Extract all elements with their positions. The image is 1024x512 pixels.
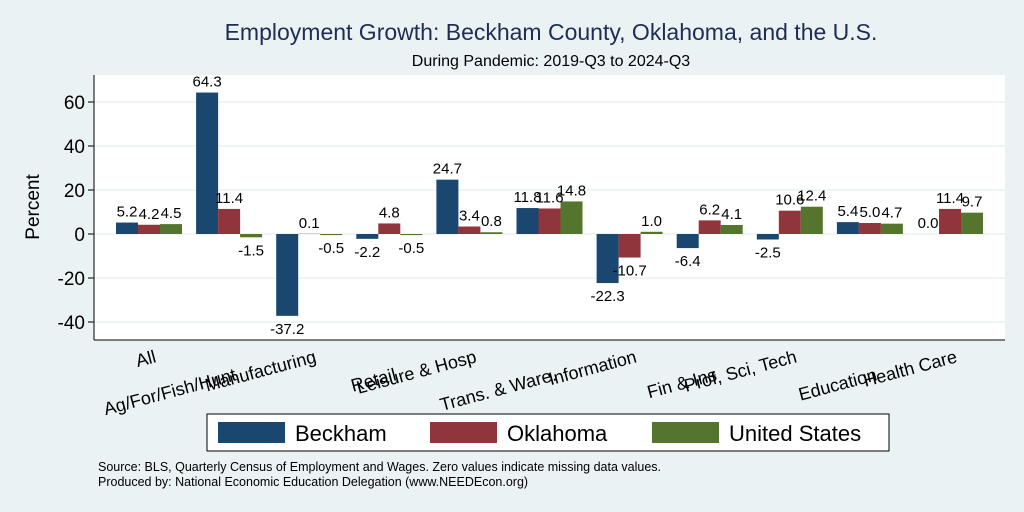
bar-beckham (356, 234, 379, 239)
source-note: Source: BLS, Quarterly Census of Employm… (98, 460, 661, 474)
bar-oklahoma (618, 234, 641, 258)
data-label: 4.5 (161, 205, 182, 222)
bar-beckham (676, 234, 699, 249)
y-tick-label: 60 (64, 93, 85, 114)
legend-swatch-beckham (218, 422, 285, 443)
data-label: 6.2 (699, 201, 720, 218)
legend-label: Beckham (295, 421, 387, 446)
bar-oklahoma (138, 224, 160, 234)
bar-oklahoma (458, 226, 481, 234)
data-label: -10.7 (612, 263, 646, 280)
legend-label: United States (729, 421, 861, 446)
data-label: 5.4 (837, 203, 858, 220)
data-label: -22.3 (590, 288, 624, 305)
bar-united-states (240, 234, 263, 238)
y-axis-label: Percent (23, 174, 44, 240)
x-tick-label: Health Care (861, 347, 959, 391)
bar-oklahoma (378, 223, 401, 234)
y-tick-label: 0 (74, 225, 85, 246)
bar-united-states (880, 223, 903, 234)
data-label: 0.0 (918, 215, 939, 232)
data-label: 64.3 (192, 74, 221, 91)
bar-united-states (400, 234, 423, 236)
data-label: 5.2 (117, 204, 138, 221)
bar-united-states (640, 231, 663, 234)
y-axis: 60 40 20 0 -20 -40 (58, 93, 94, 334)
y-tick-label: -40 (58, 313, 85, 334)
bar-united-states (560, 201, 583, 234)
bar-united-states (961, 212, 983, 234)
data-label: -37.2 (270, 321, 304, 338)
bar-oklahoma (778, 210, 801, 234)
x-tick-label: Manufacturing (203, 347, 318, 396)
plot-area (94, 75, 1005, 340)
bar-beckham (436, 179, 459, 234)
data-label: 0.1 (299, 215, 320, 232)
data-label: 11.8 (513, 189, 541, 206)
legend-swatch-oklahoma (430, 422, 497, 443)
data-label: 11.4 (936, 190, 964, 207)
data-label: 9.7 (962, 194, 983, 211)
y-tick-label: 20 (64, 181, 85, 202)
bar-united-states (320, 234, 343, 236)
data-label: 4.1 (721, 206, 742, 223)
bar-oklahoma (538, 208, 561, 234)
data-label: -0.5 (318, 240, 344, 257)
data-labels: 5.2 4.2 4.5 64.3 11.4 -1.5 -37.2 0.1 -0.5 -2.2 4.8… (117, 74, 983, 338)
data-label: 11.6 (535, 189, 563, 206)
bar-oklahoma (698, 220, 721, 234)
data-label: -1.5 (238, 242, 264, 259)
chart-title: Employment Growth: Beckham County, Oklah… (225, 19, 878, 45)
bar-oklahoma (939, 208, 961, 234)
data-label: 10.6 (775, 192, 804, 209)
bars (116, 92, 983, 316)
bar-beckham (596, 234, 619, 284)
bar-oklahoma (218, 208, 241, 234)
data-label: 11.4 (215, 190, 243, 207)
data-label: -2.2 (354, 244, 380, 261)
chart-subtitle: During Pandemic: 2019-Q3 to 2024-Q3 (412, 53, 690, 70)
data-label: -6.4 (675, 253, 701, 270)
bar-united-states (160, 224, 182, 234)
data-label: 12.4 (797, 188, 826, 205)
legend-box (206, 413, 890, 452)
bar-beckham (836, 222, 859, 234)
bar-beckham (116, 222, 138, 234)
bar-oklahoma (858, 223, 881, 234)
y-tick-label: -20 (58, 269, 85, 290)
bar-beckham (196, 92, 219, 234)
data-label: 14.8 (557, 182, 586, 199)
bar-beckham (756, 234, 779, 240)
data-label: 4.2 (139, 206, 160, 223)
x-tick-label: All (134, 347, 159, 371)
x-tick-label: Trans. & Ware. (438, 365, 559, 415)
data-label: 3.4 (459, 208, 480, 225)
bar-united-states (720, 224, 743, 234)
produced-by-note: Produced by: National Economic Education… (98, 475, 528, 489)
data-label: 4.8 (379, 204, 400, 221)
data-label: -0.5 (398, 240, 424, 257)
data-label: 5.0 (859, 204, 880, 221)
data-label: 24.7 (433, 161, 462, 178)
bar-beckham (516, 208, 539, 234)
bar-beckham (276, 234, 299, 316)
bar-united-states (480, 232, 503, 234)
legend-label: Oklahoma (507, 421, 608, 446)
legend: Beckham Oklahoma United States (206, 413, 890, 452)
data-label: 0.8 (481, 213, 502, 230)
y-tick-label: 40 (64, 137, 85, 158)
x-tick-label: Prof, Sci, Tech (682, 347, 799, 396)
data-label: -2.5 (755, 245, 781, 262)
x-tick-label: Information (546, 347, 638, 390)
data-label: 4.7 (881, 205, 902, 222)
data-label: 1.0 (641, 213, 662, 230)
legend-swatch-united-states (652, 422, 719, 443)
bar-united-states (800, 206, 823, 234)
